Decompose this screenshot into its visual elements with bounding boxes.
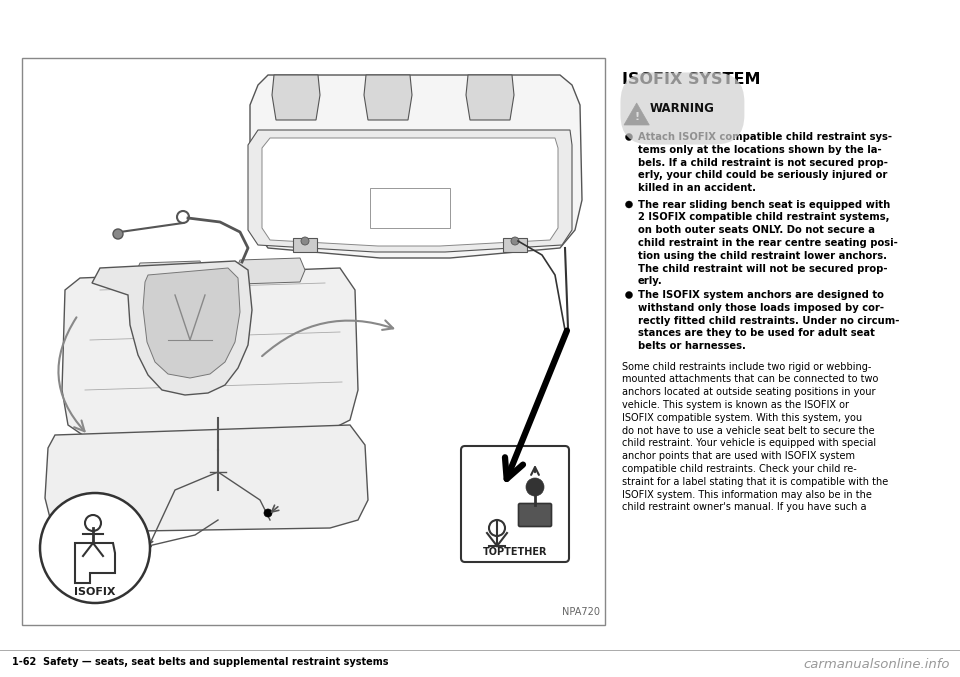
Polygon shape <box>262 138 558 246</box>
Circle shape <box>113 229 123 239</box>
Circle shape <box>526 478 544 496</box>
Polygon shape <box>45 425 368 532</box>
Circle shape <box>301 237 309 245</box>
Text: 1-62  Safety — seats, seat belts and supplemental restraint systems: 1-62 Safety — seats, seat belts and supp… <box>12 657 389 667</box>
Bar <box>370 188 450 228</box>
Circle shape <box>511 237 519 245</box>
Text: The rear sliding bench seat is equipped with
2 ISOFIX compatible child restraint: The rear sliding bench seat is equipped … <box>638 200 898 286</box>
Text: The ISOFIX system anchors are designed to
withstand only those loads imposed by : The ISOFIX system anchors are designed t… <box>638 290 900 351</box>
Text: !: ! <box>635 112 639 122</box>
Bar <box>293 238 317 252</box>
Text: ISOFIX SYSTEM: ISOFIX SYSTEM <box>622 72 760 87</box>
Polygon shape <box>235 258 305 284</box>
Circle shape <box>626 133 633 141</box>
Polygon shape <box>92 261 252 395</box>
Text: ISOFIX: ISOFIX <box>74 587 116 597</box>
Polygon shape <box>272 75 320 120</box>
Text: WARNING: WARNING <box>650 102 715 115</box>
Polygon shape <box>364 75 412 120</box>
Circle shape <box>626 292 633 299</box>
Text: NPA720: NPA720 <box>562 607 600 617</box>
Polygon shape <box>624 103 649 125</box>
FancyBboxPatch shape <box>461 446 569 562</box>
Polygon shape <box>62 268 358 440</box>
Circle shape <box>626 201 633 208</box>
Text: Some child restraints include two rigid or webbing-
mounted attachments that can: Some child restraints include two rigid … <box>622 362 888 512</box>
Text: TOPTETHER: TOPTETHER <box>483 547 547 557</box>
Bar <box>503 238 527 252</box>
FancyBboxPatch shape <box>518 504 551 527</box>
Polygon shape <box>143 268 240 378</box>
Polygon shape <box>466 75 514 120</box>
Text: carmanualsonline.info: carmanualsonline.info <box>804 657 950 670</box>
Polygon shape <box>250 75 582 258</box>
Polygon shape <box>135 261 205 286</box>
Bar <box>22 58 605 625</box>
Polygon shape <box>248 130 572 252</box>
Circle shape <box>40 493 150 603</box>
Text: Attach ISOFIX compatible child restraint sys-
tems only at the locations shown b: Attach ISOFIX compatible child restraint… <box>638 132 892 193</box>
Circle shape <box>264 509 272 517</box>
